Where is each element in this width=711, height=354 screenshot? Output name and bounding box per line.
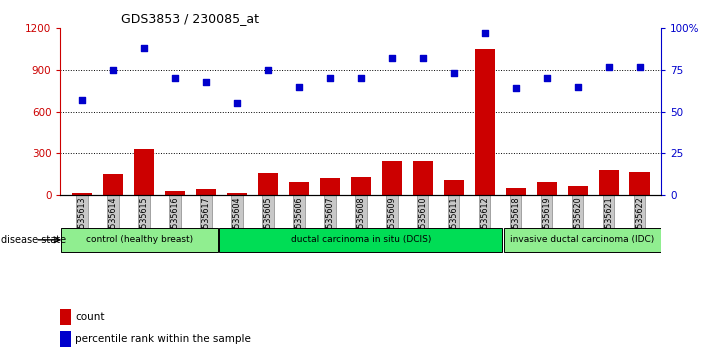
Bar [599, 170, 619, 195]
Bar [506, 188, 525, 195]
Point [448, 70, 459, 76]
Bar [196, 189, 216, 195]
Point [634, 64, 646, 69]
Bar [382, 161, 402, 195]
Text: ductal carcinoma in situ (DCIS): ductal carcinoma in situ (DCIS) [291, 235, 431, 244]
Bar [289, 182, 309, 195]
Point [417, 56, 429, 61]
Point [572, 84, 583, 89]
Point [541, 75, 552, 81]
Bar [219, 228, 503, 252]
Point [76, 97, 87, 103]
Bar [504, 228, 661, 252]
Point [107, 67, 119, 73]
Bar [475, 49, 495, 195]
Point [386, 56, 397, 61]
Point [324, 75, 336, 81]
Point [479, 30, 491, 36]
Bar [72, 193, 92, 195]
Bar [320, 178, 340, 195]
Point [231, 101, 242, 106]
Text: count: count [75, 312, 105, 322]
Bar [61, 228, 218, 252]
Bar [60, 331, 71, 347]
Bar [412, 161, 433, 195]
Bar [351, 177, 371, 195]
Point [510, 85, 521, 91]
Bar [258, 173, 278, 195]
Bar [134, 149, 154, 195]
Point [262, 67, 274, 73]
Point [293, 84, 304, 89]
Bar [629, 172, 650, 195]
Point [201, 79, 212, 84]
Point [139, 45, 150, 51]
Bar [537, 182, 557, 195]
Bar [60, 309, 71, 325]
Point [355, 75, 367, 81]
Bar [567, 186, 588, 195]
Text: percentile rank within the sample: percentile rank within the sample [75, 334, 251, 344]
Bar [103, 174, 123, 195]
Point [169, 75, 181, 81]
Point [603, 64, 614, 69]
Text: invasive ductal carcinoma (IDC): invasive ductal carcinoma (IDC) [510, 235, 654, 244]
Bar [165, 191, 185, 195]
Bar [444, 180, 464, 195]
Text: disease state: disease state [1, 235, 66, 245]
Text: control (healthy breast): control (healthy breast) [86, 235, 193, 244]
Bar [227, 193, 247, 195]
Text: GDS3853 / 230085_at: GDS3853 / 230085_at [121, 12, 259, 25]
